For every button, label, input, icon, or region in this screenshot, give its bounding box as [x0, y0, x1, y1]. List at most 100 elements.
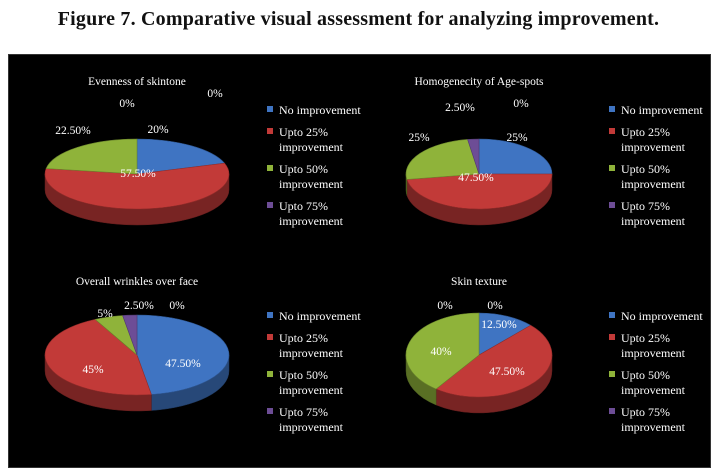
legend-item: Upto 25% improvement	[267, 125, 385, 155]
pie-slice-4-1	[478, 312, 532, 356]
pie-label-1-4: 0%	[119, 98, 135, 110]
legend-label-line2: improvement	[279, 346, 343, 360]
legend-item: No improvement	[609, 103, 717, 118]
legend-label: Upto 75%	[621, 405, 670, 419]
pie-label-2-3: 25%	[408, 132, 430, 144]
pie-extra-label-2-1: 0%	[513, 98, 529, 110]
pie-chart-4: Skin texture 12.50% 47.50% 40% 0% 0%	[405, 276, 553, 414]
pie-charts-svg: Evenness of skintone 20% 57.50% 22.50% 0% 0% H…	[44, 76, 553, 414]
pie-label-1-2: 57.50%	[120, 168, 156, 180]
legend-label: Upto 75%	[279, 405, 328, 419]
pie-label-3-4: 2.50%	[124, 300, 154, 312]
legend-item: Upto 50% improvement	[609, 162, 717, 192]
legend-label: Upto 75%	[621, 199, 670, 213]
pie-slice-3-2	[44, 319, 152, 396]
pie-label-4-1: 12.50%	[481, 319, 517, 331]
pie-extra-label-1-1: 0%	[207, 88, 223, 100]
legend-label-line2: improvement	[621, 383, 685, 397]
pie-chart-2: Homogenecity of Age-spots 25% 47.50% 25% 2.5…	[405, 76, 553, 226]
pie-label-3-3: 5%	[97, 308, 113, 320]
legend-label-line2: improvement	[279, 177, 343, 191]
pie-title-3: Overall wrinkles over face	[76, 276, 198, 288]
legend-evenness: No improvement Upto 25% improvement Upto 50…	[267, 103, 385, 236]
legend-swatch	[609, 202, 615, 208]
pie-slice-1-3	[45, 138, 138, 175]
legend-label: Upto 25%	[621, 125, 670, 139]
pie-chart-3: Overall wrinkles over face 47.50% 45% 5% 2.5…	[44, 276, 230, 412]
legend-swatch	[267, 128, 273, 134]
legend-item: No improvement	[609, 309, 717, 324]
pie-slice-2-4	[467, 138, 480, 175]
legend-swatch	[609, 106, 615, 112]
legend-swatch	[267, 371, 273, 377]
legend-item: Upto 75% improvement	[267, 199, 385, 229]
figure-title: Figure 7. Comparative visual assessment …	[57, 8, 660, 30]
legend-swatch	[609, 165, 615, 171]
legend-skin-texture: No improvement Upto 25% improvement Upto 50…	[609, 309, 717, 442]
legend-swatch	[609, 128, 615, 134]
pie-label-1-1: 20%	[147, 124, 169, 136]
pie-extra-label-3-1: 0%	[169, 300, 185, 312]
pie-title-4: Skin texture	[451, 276, 507, 288]
legend-label-line2: improvement	[621, 214, 685, 228]
legend-label: Upto 25%	[621, 331, 670, 345]
legend-label: Upto 25%	[279, 331, 328, 345]
pie-slice-3-1	[136, 314, 230, 395]
legend-swatch	[609, 334, 615, 340]
chart-panel: Evenness of skintone 20% 57.50% 22.50% 0% 0% H…	[8, 54, 711, 468]
pie-label-3-1: 47.50%	[165, 358, 201, 370]
pie-slice-2-2	[406, 173, 553, 210]
legend-label-line2: improvement	[621, 177, 685, 191]
pie-label-4-3: 40%	[430, 346, 452, 358]
legend-item: Upto 25% improvement	[609, 125, 717, 155]
legend-label: Upto 50%	[279, 162, 328, 176]
pie-label-4-4: 0%	[437, 300, 453, 312]
legend-item: Upto 75% improvement	[267, 405, 385, 435]
pie-slice-1-1	[136, 138, 226, 175]
legend-item: No improvement	[267, 309, 385, 324]
legend-label: Upto 50%	[279, 368, 328, 382]
legend-label-line2: improvement	[621, 346, 685, 360]
legend-label-line2: improvement	[279, 420, 343, 434]
pie-slice-3-4	[122, 314, 138, 356]
pie-slice-4-2	[435, 324, 553, 398]
legend-item: Upto 50% improvement	[267, 162, 385, 192]
legend-label: No improvement	[621, 103, 703, 117]
legend-swatch	[609, 312, 615, 318]
pie-slice-1-2	[44, 162, 230, 210]
legend-label: No improvement	[279, 103, 361, 117]
pie-label-2-4: 2.50%	[445, 102, 475, 114]
pie-label-3-2: 45%	[82, 364, 104, 376]
legend-label: Upto 50%	[621, 162, 670, 176]
legend-item: Upto 75% improvement	[609, 405, 717, 435]
legend-item: Upto 50% improvement	[609, 368, 717, 398]
legend-label-line2: improvement	[621, 140, 685, 154]
legend-label: Upto 50%	[621, 368, 670, 382]
legend-label: No improvement	[621, 309, 703, 323]
legend-swatch	[267, 106, 273, 112]
pie-title-1: Evenness of skintone	[88, 76, 186, 88]
pie-chart-1: Evenness of skintone 20% 57.50% 22.50% 0% 0%	[44, 76, 230, 226]
legend-swatch	[267, 334, 273, 340]
legend-swatch	[609, 371, 615, 377]
legend-swatch	[267, 202, 273, 208]
pie-label-2-1: 25%	[506, 132, 528, 144]
legend-label-line2: improvement	[279, 140, 343, 154]
legend-swatch	[267, 165, 273, 171]
legend-item: Upto 25% improvement	[609, 331, 717, 361]
pie-extra-label-4-1: 0%	[487, 300, 503, 312]
pie-slice-4-3	[405, 312, 480, 390]
pie-label-1-3: 22.50%	[55, 125, 91, 137]
legend-label: Upto 75%	[279, 199, 328, 213]
pie-slice-2-3	[405, 139, 480, 180]
legend-label-line2: improvement	[621, 420, 685, 434]
legend-label: Upto 25%	[279, 125, 328, 139]
legend-item: Upto 50% improvement	[267, 368, 385, 398]
pie-slice-2-1	[478, 138, 553, 175]
legend-item: No improvement	[267, 103, 385, 118]
legend-wrinkles: No improvement Upto 25% improvement Upto 50…	[267, 309, 385, 442]
pie-title-2: Homogenecity of Age-spots	[414, 76, 544, 88]
legend-swatch	[267, 312, 273, 318]
legend-item: Upto 25% improvement	[267, 331, 385, 361]
legend-swatch	[609, 408, 615, 414]
